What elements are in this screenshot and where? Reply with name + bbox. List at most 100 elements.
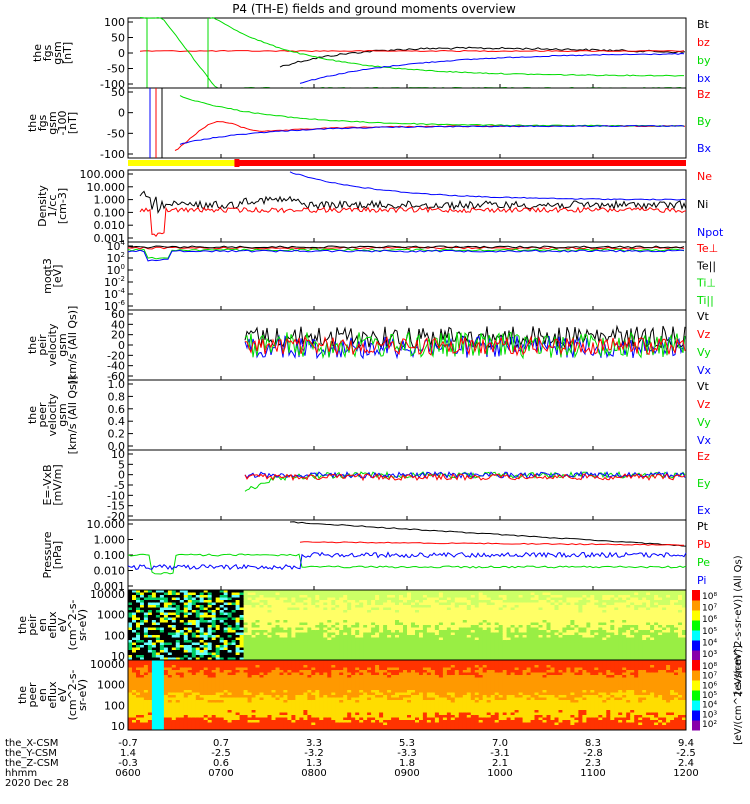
legend-entry-By: By [697, 115, 712, 128]
panel-peir_vel: 6040200-20-40-60thepeirvelocitygsm[km/s … [26, 306, 712, 385]
y-tick-label: 1.000 [94, 194, 126, 207]
panel-frame [128, 380, 686, 450]
y-tick-label: 1.000 [94, 534, 126, 547]
panel-frame [128, 18, 686, 88]
panel-frame [128, 450, 686, 520]
y-tick-label: 0 [118, 47, 125, 60]
legend-entry-bx: bx [697, 72, 711, 85]
panel-fgs_clip: 50 0 -50 -100 thefgsgsm-100[nT] Bz By Bx [26, 86, 712, 167]
colorbar-segment [692, 610, 700, 621]
y-axis-label: Density1/cc[cm-3] [36, 185, 69, 227]
tick-exponent: -2 [118, 275, 125, 283]
legend-entry-Npot: Npot [697, 226, 724, 239]
legend-entry-Bx: Bx [697, 142, 712, 155]
y-axis-label: Pressure[nPa] [41, 531, 64, 578]
colorbar-segment [692, 620, 700, 631]
y-tick-label: 10 [111, 720, 125, 733]
legend-entry-Ne: Ne [697, 170, 712, 183]
y-axis-label: E=-VxB[mV/m] [41, 464, 64, 505]
panel-density: 100.00010.0001.0000.1000.0100.001Density… [36, 168, 724, 245]
y-tick-label: -50 [107, 127, 125, 140]
legend-entry-Bt: Bt [697, 18, 710, 31]
legend-entry-Vz: Vz [697, 328, 711, 341]
y-axis-label: thefgsgsm-100[nT] [26, 111, 79, 136]
y-tick-label: 0.6 [108, 403, 126, 416]
legend-entry-Pi: Pi [697, 574, 706, 587]
legend-entry-Ni: Ni [697, 198, 708, 211]
y-tick-label: 1000 [97, 609, 125, 622]
mode-bar-fast [238, 160, 686, 166]
y-axis-label: thefgsgsm[nT] [31, 41, 74, 64]
y-tick-label: -50 [107, 63, 125, 76]
colorbar-segment [692, 630, 700, 641]
legend-entry-Vt: Vt [697, 310, 710, 323]
y-tick-label: 10.000 [87, 518, 126, 531]
y-tick-label: 0.2 [108, 428, 126, 441]
tick-exponent: 2 [121, 251, 125, 259]
y-tick-label: 0 [118, 107, 125, 120]
mode-bar-marker [234, 159, 239, 167]
y-tick-label: 0.100 [94, 206, 126, 219]
mode-bar-slow [128, 160, 238, 166]
legend-entry-Vt: Vt [697, 380, 710, 393]
y-tick-label: 10000 [90, 658, 125, 671]
tick-exponent: 0 [121, 263, 125, 271]
legend-entry-Te||: Te|| [696, 259, 716, 272]
legend-entry-Vx: Vx [697, 364, 712, 377]
legend-entry-Ti||: Ti|| [696, 294, 714, 307]
y-tick-label: 10.000 [87, 181, 126, 194]
colorbar-segment [692, 650, 700, 661]
legend-entry-by: by [697, 54, 711, 67]
panel-peer_spec: 10000 1000 100 10 thepeerenefluxeV(cm^2-s-sr… [16, 645, 744, 745]
colorbar-tick: 10³ [702, 650, 717, 660]
y-tick-label: 0.010 [94, 219, 126, 232]
y-tick-label: 50 [111, 32, 125, 45]
y-tick-label: 100 [104, 629, 125, 642]
colorbar-tick: 10⁵ [702, 627, 717, 637]
tick-exponent: -6 [118, 299, 126, 307]
legend-entry-Bz: Bz [697, 88, 711, 101]
y-tick-label: -100 [100, 148, 125, 161]
colorbar-tick: 10⁶ [702, 615, 717, 625]
legend-entry-Vy: Vy [697, 416, 711, 429]
legend-entry-Vz: Vz [697, 398, 711, 411]
tick-exponent: 4 [121, 239, 126, 247]
legend-entry-Pb: Pb [697, 538, 711, 551]
legend-entry-Vx: Vx [697, 434, 712, 447]
y-tick-label: 0.010 [94, 565, 126, 578]
y-axis-label: thepeervelocitygsm[km/s (All Qs)] [26, 376, 79, 455]
colorbar-segment [692, 640, 700, 651]
y-tick-label: 0.100 [94, 549, 126, 562]
legend-entry-Vy: Vy [697, 346, 711, 359]
y-axis-label: thepeirenefluxeV(cm^2-s-sr-eV) [16, 600, 89, 651]
y-axis-label: thepeerenefluxeV(cm^2-s-sr-eV) [16, 670, 89, 721]
y-tick-label: 50 [111, 86, 125, 99]
panel-peer_vel: 1.00.80.60.40.20.0thepeervelocitygsm[km/… [26, 376, 712, 455]
y-axis-label: moqt3[eV] [41, 258, 64, 294]
panel-pressure: 10.0001.0000.1000.0100.001Pressure[nPa]P… [41, 518, 711, 593]
y-tick-label: 1.0 [108, 378, 126, 391]
colorbar-segment [692, 600, 700, 611]
y-tick-label: 1000 [97, 679, 125, 692]
y-tick-label: 10000 [90, 588, 125, 601]
panel-temp: 10410210010-210-410-6moqt3[eV]Te⊥Te||Ti⊥… [41, 239, 718, 313]
legend-entry-bz: bz [697, 36, 710, 49]
legend-entry-Te⊥: Te⊥ [696, 242, 718, 255]
legend-entry-Ex: Ex [697, 504, 711, 517]
colorbar-tick: 10⁸ [702, 592, 717, 602]
legend-entry-Pt: Pt [697, 520, 709, 533]
plot-title: P4 (TH-E) fields and ground moments over… [232, 2, 516, 16]
y-tick-label: 0.8 [108, 390, 126, 403]
y-tick-label: 100 [104, 699, 125, 712]
legend-entry-Ey: Ey [697, 477, 711, 490]
colorbar-segment [692, 590, 700, 601]
colorbar-tick: 10⁷ [702, 604, 717, 614]
legend-entry-Pe: Pe [697, 556, 710, 569]
legend-entry-Ti⊥: Ti⊥ [696, 277, 716, 290]
y-tick-label: 0.4 [108, 415, 126, 428]
y-tick-label: 100.000 [80, 168, 126, 181]
